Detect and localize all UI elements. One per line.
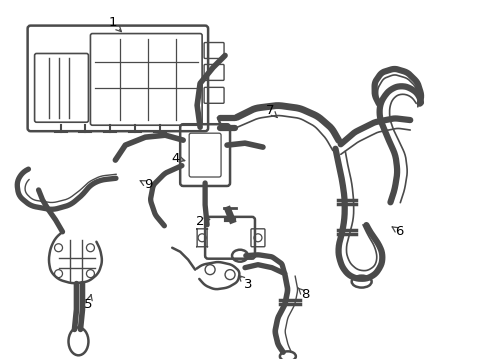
Text: 9: 9 (140, 179, 152, 192)
Text: 8: 8 (298, 288, 309, 301)
Text: 2: 2 (196, 215, 210, 228)
Text: 1: 1 (108, 16, 122, 32)
Text: 7: 7 (266, 104, 277, 117)
Text: 4: 4 (171, 152, 185, 165)
Text: 6: 6 (392, 225, 404, 238)
Text: 5: 5 (84, 295, 93, 311)
Text: 3: 3 (239, 276, 252, 291)
